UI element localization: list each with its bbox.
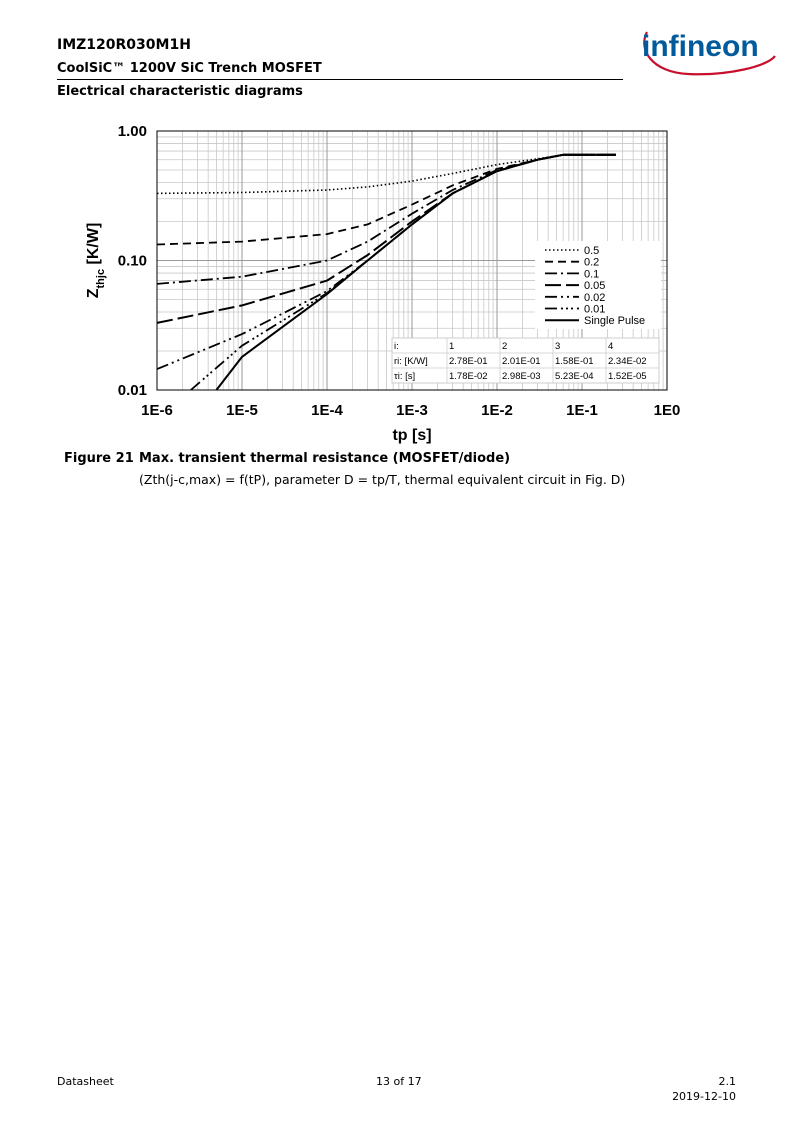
rc-table-text: 5.23E-04 [555, 371, 594, 382]
rc-table-text: 1.52E-05 [608, 371, 647, 382]
figure-title: Max. transient thermal resistance (MOSFE… [139, 451, 511, 466]
rc-table-text: 3 [555, 341, 560, 352]
figure-subtitle: (Zth(j-c,max) = f(tP), parameter D = tp/… [139, 472, 626, 487]
x-tick-label: 1E-2 [481, 402, 513, 419]
rc-table-text: 1 [449, 341, 454, 352]
rc-table-text: 1.58E-01 [555, 356, 594, 367]
legend-label: 0.05 [584, 280, 605, 292]
figure-number: Figure 21 [64, 451, 134, 466]
legend-label: Single Pulse [584, 315, 645, 327]
rc-table [391, 337, 660, 384]
x-tick-label: 1E0 [654, 402, 681, 419]
rc-table-text: 2.98E-03 [502, 371, 541, 382]
x-tick-label: 1E-6 [141, 402, 173, 419]
footer-date: 2019-12-10 [672, 1090, 736, 1103]
x-tick-label: 1E-3 [396, 402, 428, 419]
rc-table-text: 4 [608, 341, 613, 352]
footer-version: 2.1 [718, 1075, 737, 1088]
product-line: CoolSiC™ 1200V SiC Trench MOSFET [57, 61, 322, 76]
x-axis-title: tp [s] [392, 427, 431, 444]
legend-label: 0.1 [584, 268, 599, 280]
rc-table-text: 2.01E-01 [502, 356, 541, 367]
series-line [215, 153, 616, 391]
rc-table-text: τi: [s] [394, 371, 415, 382]
plot-frame [156, 130, 668, 391]
x-tick-label: 1E-4 [311, 402, 343, 419]
y-axis-title: Zthjc [K/W] [85, 223, 107, 299]
legend-label: 0.02 [584, 292, 605, 304]
thermal-impedance-chart: 1E-6 1E-5 1E-4 1E-3 1E-2 1E-1 1E0 0.01 0.10 1.00 t… [85, 123, 681, 444]
logo-arc [643, 31, 776, 76]
legend-label: 0.01 [584, 304, 605, 316]
y-tick-label: 0.01 [118, 382, 147, 399]
logo-wordmark: infineon [642, 30, 759, 63]
x-tick-label: 1E-5 [226, 402, 258, 419]
part-number: IMZ120R030M1H [57, 37, 191, 53]
rc-table-text: i: [394, 341, 399, 352]
rc-table-text: 2.34E-02 [608, 356, 647, 367]
x-tick-label: 1E-1 [566, 402, 598, 419]
legend-label: 0.5 [584, 245, 599, 257]
header-rule [57, 79, 623, 80]
infineon-logo: infineon [642, 30, 776, 76]
rc-table-cell [605, 367, 660, 384]
footer-doc-type: Datasheet [57, 1075, 114, 1088]
rc-table-text: 2.78E-01 [449, 356, 488, 367]
section-title: Electrical characteristic diagrams [57, 84, 303, 99]
y-tick-label: 0.10 [118, 253, 147, 270]
rc-table-text: 2 [502, 341, 507, 352]
rc-table-text: 1.78E-02 [449, 371, 488, 382]
footer-page-number: 13 of 17 [376, 1075, 422, 1088]
rc-table-text: ri: [K/W] [394, 356, 428, 367]
legend-label: 0.2 [584, 257, 599, 269]
y-tick-label: 1.00 [118, 123, 147, 140]
